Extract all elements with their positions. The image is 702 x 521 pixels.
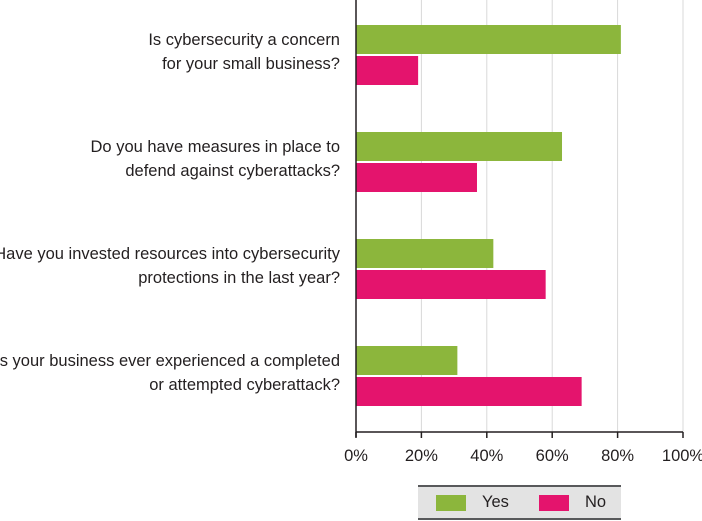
x-tick-label: 60% [536,447,569,465]
category-label: or attempted cyberattack? [149,376,340,394]
bar-yes [356,132,563,161]
bar-no [356,377,582,406]
category-label: Is cybersecurity a concern [148,31,340,49]
bar-chart: Is cybersecurity a concern for your small… [0,0,702,465]
x-tick-label: 20% [405,447,438,465]
category-label: Has your business ever experienced a com… [0,352,340,370]
bar-no [356,163,477,192]
x-tick-label: 40% [470,447,503,465]
x-tick-label: 80% [601,447,634,465]
legend-item-yes: Yes [436,487,509,518]
legend-label-yes: Yes [482,493,509,511]
legend-item-no: No [539,487,606,518]
gridlines [420,0,684,432]
category-label: for your small business? [162,55,340,73]
bar-yes [356,25,621,54]
legend: Yes No [418,485,621,520]
bar-yes [356,346,458,375]
x-tick-label: 0% [344,447,368,465]
bar-yes [356,239,494,268]
bar-no [356,56,419,85]
category-labels: Is cybersecurity a concern for your small… [0,31,341,394]
legend-swatch-no [539,494,569,511]
category-label: Have you invested resources into cyberse… [0,245,341,263]
category-label: Do you have measures in place to [91,138,340,156]
bar-no [356,270,546,299]
bars [356,25,621,406]
x-tick-label: 100% [662,447,702,465]
category-label: defend against cyberattacks? [125,162,340,180]
category-label: protections in the last year? [138,269,340,287]
legend-label-no: No [585,493,607,511]
legend-swatch-yes [436,494,466,511]
x-axis: 0% 20% 40% 60% 80% 100% [344,0,702,465]
